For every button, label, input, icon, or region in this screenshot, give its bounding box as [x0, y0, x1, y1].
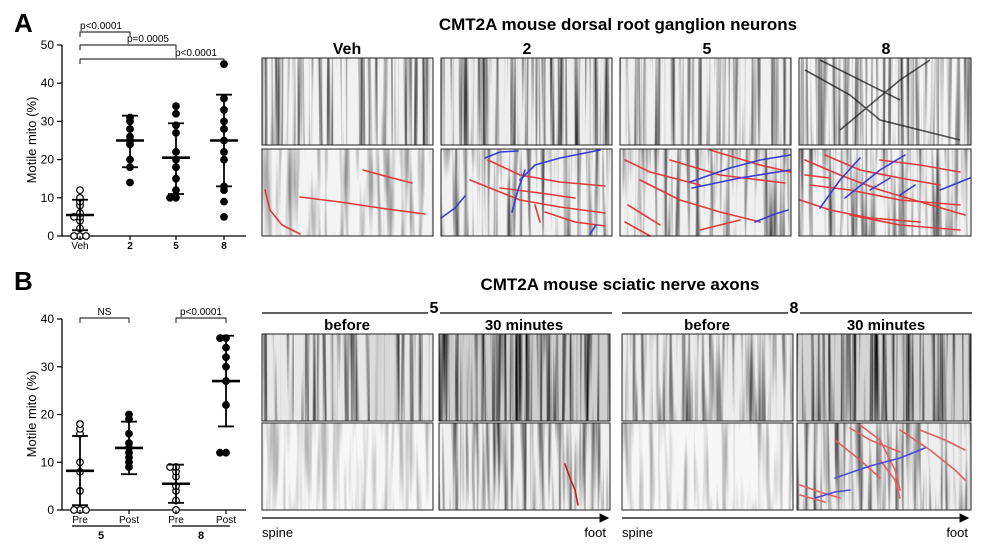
chartB-ytick-label: 20 [41, 408, 55, 422]
kymo-b-col-2-label: 30 minutes [485, 317, 563, 334]
chartA-ytick-label: 30 [41, 114, 55, 128]
kymo-a-8-traced [798, 148, 972, 237]
kymo-a-8-raw [798, 57, 972, 146]
kymo-b-col-4-label: 30 minutes [847, 317, 925, 334]
chartA-point [76, 186, 84, 195]
chartB-ytick-label: 30 [41, 360, 55, 374]
kymo-b-8-before-traced [621, 422, 794, 511]
chartA-point [126, 178, 134, 187]
kymo-b-col-3-label: before [684, 317, 730, 334]
chartB-point [82, 506, 90, 514]
chart-b-group-5-label: 5 [98, 530, 104, 542]
chartA-comparison-bracket [79, 31, 131, 37]
chartB-xtick-label: Post [119, 515, 139, 526]
chartA-point [82, 232, 90, 240]
chartA-xtick-label: Veh [71, 241, 88, 252]
chart-b-y-label: Motile mito (%) [24, 371, 39, 458]
kymo-b-8-before-raw [621, 333, 794, 422]
kymo-a-5-raw [619, 57, 792, 146]
kymo-a-col-2-label: 2 [523, 41, 532, 58]
kymo-b-col-1-label: before [324, 317, 370, 334]
chartB-ytick-label: 40 [41, 312, 55, 326]
kymo-b-group-8-label: 8 [790, 300, 799, 317]
chartB-comparison-label: p<0.0001 [180, 307, 222, 318]
kymo-b-5-30min-raw [438, 333, 611, 422]
chartA-ytick-label: 20 [41, 153, 55, 167]
kymo-a-col-8-label: 8 [882, 41, 891, 58]
chartA-comparison-label: p=0.0005 [127, 34, 169, 45]
chartB-comparison-bracket [79, 317, 130, 323]
direction-left-start: spine [262, 525, 293, 540]
chart-a: Motile mito (%) 0 10 20 30 40 50 p<0.0001 p=0.… [24, 21, 246, 252]
chartA-comparison-label: p<0.0001 [175, 48, 217, 59]
kymo-a-2-raw [440, 57, 613, 146]
chart-b-group-8-label: 8 [198, 530, 204, 542]
kymo-a-2-traced [440, 148, 613, 237]
panel-a-title: CMT2A mouse dorsal root ganglion neurons [439, 15, 797, 34]
kymo-b-8-30min-traced [796, 422, 972, 511]
chartB-point [125, 410, 133, 419]
chartB-point [76, 420, 84, 428]
direction-left-end: foot [584, 525, 606, 540]
kymographs-b [261, 333, 972, 511]
panel-a-letter: A [14, 8, 33, 38]
chartA-comparison-bracket [79, 58, 225, 64]
kymographs-a [261, 57, 972, 237]
chartA-ytick-label: 10 [41, 191, 55, 205]
chart-b: Motile mito (%) 0 10 20 30 40 NS p<0.0001 Pre… [24, 307, 246, 542]
kymo-b-5-30min-traced [438, 422, 611, 511]
chartA-ytick-label: 0 [47, 229, 54, 243]
kymo-b-8-30min-raw [796, 333, 972, 422]
chartA-point [220, 197, 228, 206]
direction-right-end: foot [946, 525, 968, 540]
chartB-xtick-label: Post [216, 515, 236, 526]
chartB-ytick-label: 0 [47, 503, 54, 517]
chartA-xtick-label: 8 [221, 241, 227, 252]
chartA-comparison-bracket [79, 44, 177, 50]
chartA-point [70, 232, 78, 240]
chartB-comparison-bracket [175, 317, 227, 323]
chartA-ytick-label: 50 [41, 38, 55, 52]
chartA-xtick-label: 5 [173, 241, 179, 252]
chartA-xtick-label: 2 [127, 241, 133, 252]
chartB-xtick-label: Pre [168, 515, 184, 526]
chartB-xtick-label: Pre [72, 515, 88, 526]
chartA-ytick-label: 40 [41, 76, 55, 90]
chartB-point [70, 506, 78, 514]
chartA-point [220, 60, 228, 68]
direction-right-start: spine [622, 525, 653, 540]
kymo-b-group-5-label: 5 [430, 300, 439, 317]
chartA-point [172, 102, 180, 111]
chartB-comparison-label: NS [98, 307, 112, 318]
panel-b-letter: B [14, 266, 33, 296]
chartA-point [220, 212, 228, 221]
chart-a-y-label: Motile mito (%) [24, 97, 39, 184]
kymo-a-veh-raw [261, 57, 434, 146]
kymo-b-5-before-traced [261, 422, 434, 511]
chartB-ytick-label: 10 [41, 455, 55, 469]
chartA-point [166, 193, 174, 202]
chartB-point [216, 448, 224, 457]
kymo-a-5-traced [619, 148, 792, 237]
kymo-a-col-veh-label: Veh [333, 41, 361, 58]
chartA-point [172, 109, 180, 118]
kymo-b-5-before-raw [261, 333, 434, 422]
kymo-a-veh-traced [261, 148, 434, 237]
chartA-comparison-label: p<0.0001 [80, 21, 122, 32]
kymo-a-col-5-label: 5 [703, 41, 712, 58]
panel-b-title: CMT2A mouse sciatic nerve axons [480, 275, 759, 294]
